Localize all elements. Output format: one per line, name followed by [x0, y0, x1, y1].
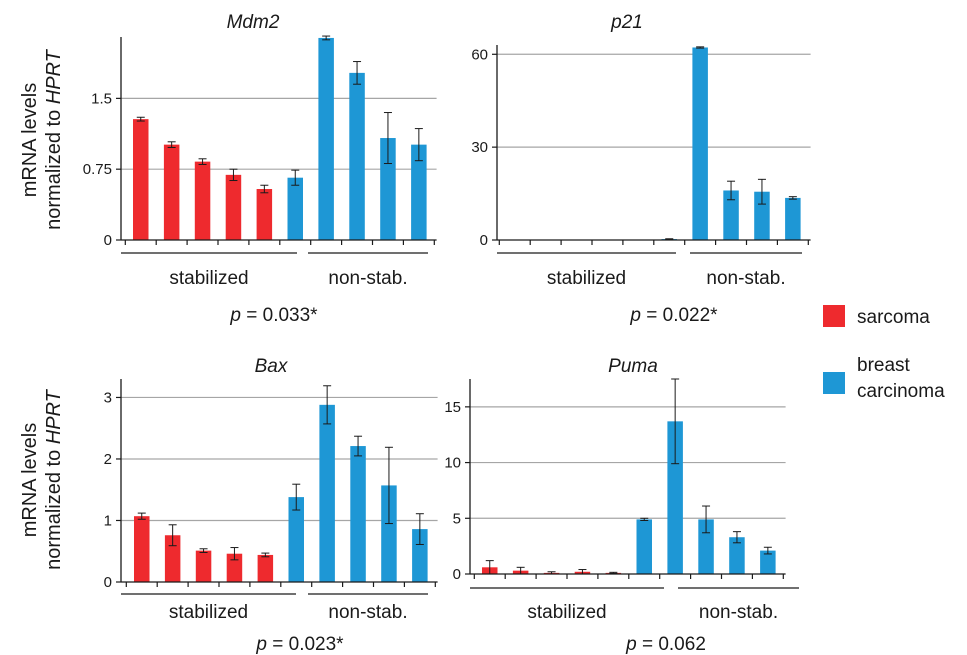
y-axis-label-row-1: mRNA levels normalized to HPRT — [19, 48, 65, 229]
p-value-text: = 0.022* — [641, 305, 718, 326]
group-label: non-stab. — [328, 602, 407, 623]
bar — [319, 404, 335, 582]
p-value: p = 0.033* — [229, 305, 318, 326]
group-label: non-stab. — [699, 602, 778, 623]
p-symbol: p — [625, 634, 637, 655]
y-tick-label: 1.5 — [91, 90, 112, 107]
bar — [318, 37, 334, 241]
y-tick-label: 0 — [104, 574, 112, 591]
bar — [163, 144, 180, 240]
bar — [226, 553, 243, 582]
panel-title: p21 — [610, 12, 643, 33]
bar — [692, 47, 708, 240]
panel-title: Bax — [255, 356, 289, 377]
panel-puma: 0 5 10 15 Puma stabilized non-stab. p = 0.062 — [444, 356, 799, 655]
y-label-line2: normalized to HPRT — [43, 388, 65, 569]
bar — [194, 161, 211, 240]
y-tick-label: 0.75 — [83, 161, 112, 178]
y-tick-label: 15 — [444, 399, 461, 416]
bar — [256, 189, 273, 240]
y-label-line2: normalized to HPRT — [43, 48, 65, 229]
y-tick-label: 0 — [480, 232, 488, 249]
y-label-prefix: normalized to — [43, 104, 65, 230]
y-label-gene: HPRT — [43, 48, 65, 104]
bar — [134, 516, 150, 582]
p-value-text: = 0.062 — [637, 634, 706, 655]
bar — [164, 535, 181, 582]
bar — [729, 537, 745, 574]
legend: sarcoma breast carcinoma — [823, 305, 945, 402]
y-label-gene: HPRT — [43, 388, 65, 444]
bar — [785, 197, 801, 240]
bar — [288, 497, 304, 582]
y-label-line1: mRNA levels — [19, 83, 41, 197]
y-tick-label: 0 — [104, 232, 112, 249]
bar — [287, 177, 303, 240]
panel-p21: 0 30 60 p21 stabilized non-stab. p = 0.022* — [471, 12, 811, 326]
p-value: p = 0.022* — [629, 305, 718, 326]
bar — [257, 554, 274, 582]
group-label: stabilized — [547, 268, 626, 289]
y-tick-label: 3 — [104, 389, 112, 406]
group-label: stabilized — [527, 602, 606, 623]
group-label: non-stab. — [706, 268, 785, 289]
bar — [350, 446, 366, 582]
bar — [411, 144, 427, 240]
bar — [667, 421, 683, 574]
legend-swatch — [823, 372, 845, 394]
p-symbol: p — [229, 305, 241, 326]
group-label: stabilized — [169, 602, 248, 623]
group-label: non-stab. — [328, 268, 407, 289]
bar — [636, 519, 652, 574]
bar — [195, 550, 212, 582]
bar — [381, 485, 397, 582]
y-tick-label: 60 — [471, 46, 488, 63]
legend-label: carcinoma — [857, 381, 945, 402]
bar — [225, 174, 242, 240]
bar — [349, 72, 365, 241]
y-tick-label: 10 — [444, 455, 461, 472]
y-tick-label: 5 — [453, 510, 461, 527]
bar — [760, 550, 776, 574]
p-value-text: = 0.033* — [241, 305, 318, 326]
p-value-text: = 0.023* — [267, 634, 344, 655]
panel-bax: 0 1 2 3 Bax stabilized non-stab. p = 0.023* — [104, 356, 438, 655]
y-axis-label-row-2: mRNA levels normalized to HPRT — [19, 388, 65, 569]
y-label-line1: mRNA levels — [19, 423, 41, 537]
p-value: p = 0.023* — [255, 634, 344, 655]
panel-title: Puma — [608, 356, 658, 377]
panel-mdm2: 0 0.75 1.5 Mdm2 stabilized non-stab. p = 0.033… — [83, 12, 437, 326]
legend-label: breast — [857, 355, 911, 376]
bar — [723, 190, 739, 240]
bar — [133, 119, 149, 240]
y-tick-label: 0 — [453, 566, 461, 583]
p-value: p = 0.062 — [625, 634, 706, 655]
legend-label: sarcoma — [857, 307, 930, 328]
bar — [412, 529, 428, 582]
p-symbol: p — [629, 305, 641, 326]
group-label: stabilized — [169, 268, 248, 289]
panel-title: Mdm2 — [227, 12, 280, 33]
y-tick-label: 2 — [104, 451, 112, 468]
legend-swatch — [823, 305, 845, 327]
y-label-prefix: normalized to — [43, 444, 65, 570]
y-tick-label: 1 — [104, 512, 112, 529]
y-tick-label: 30 — [471, 139, 488, 156]
p-symbol: p — [255, 634, 267, 655]
